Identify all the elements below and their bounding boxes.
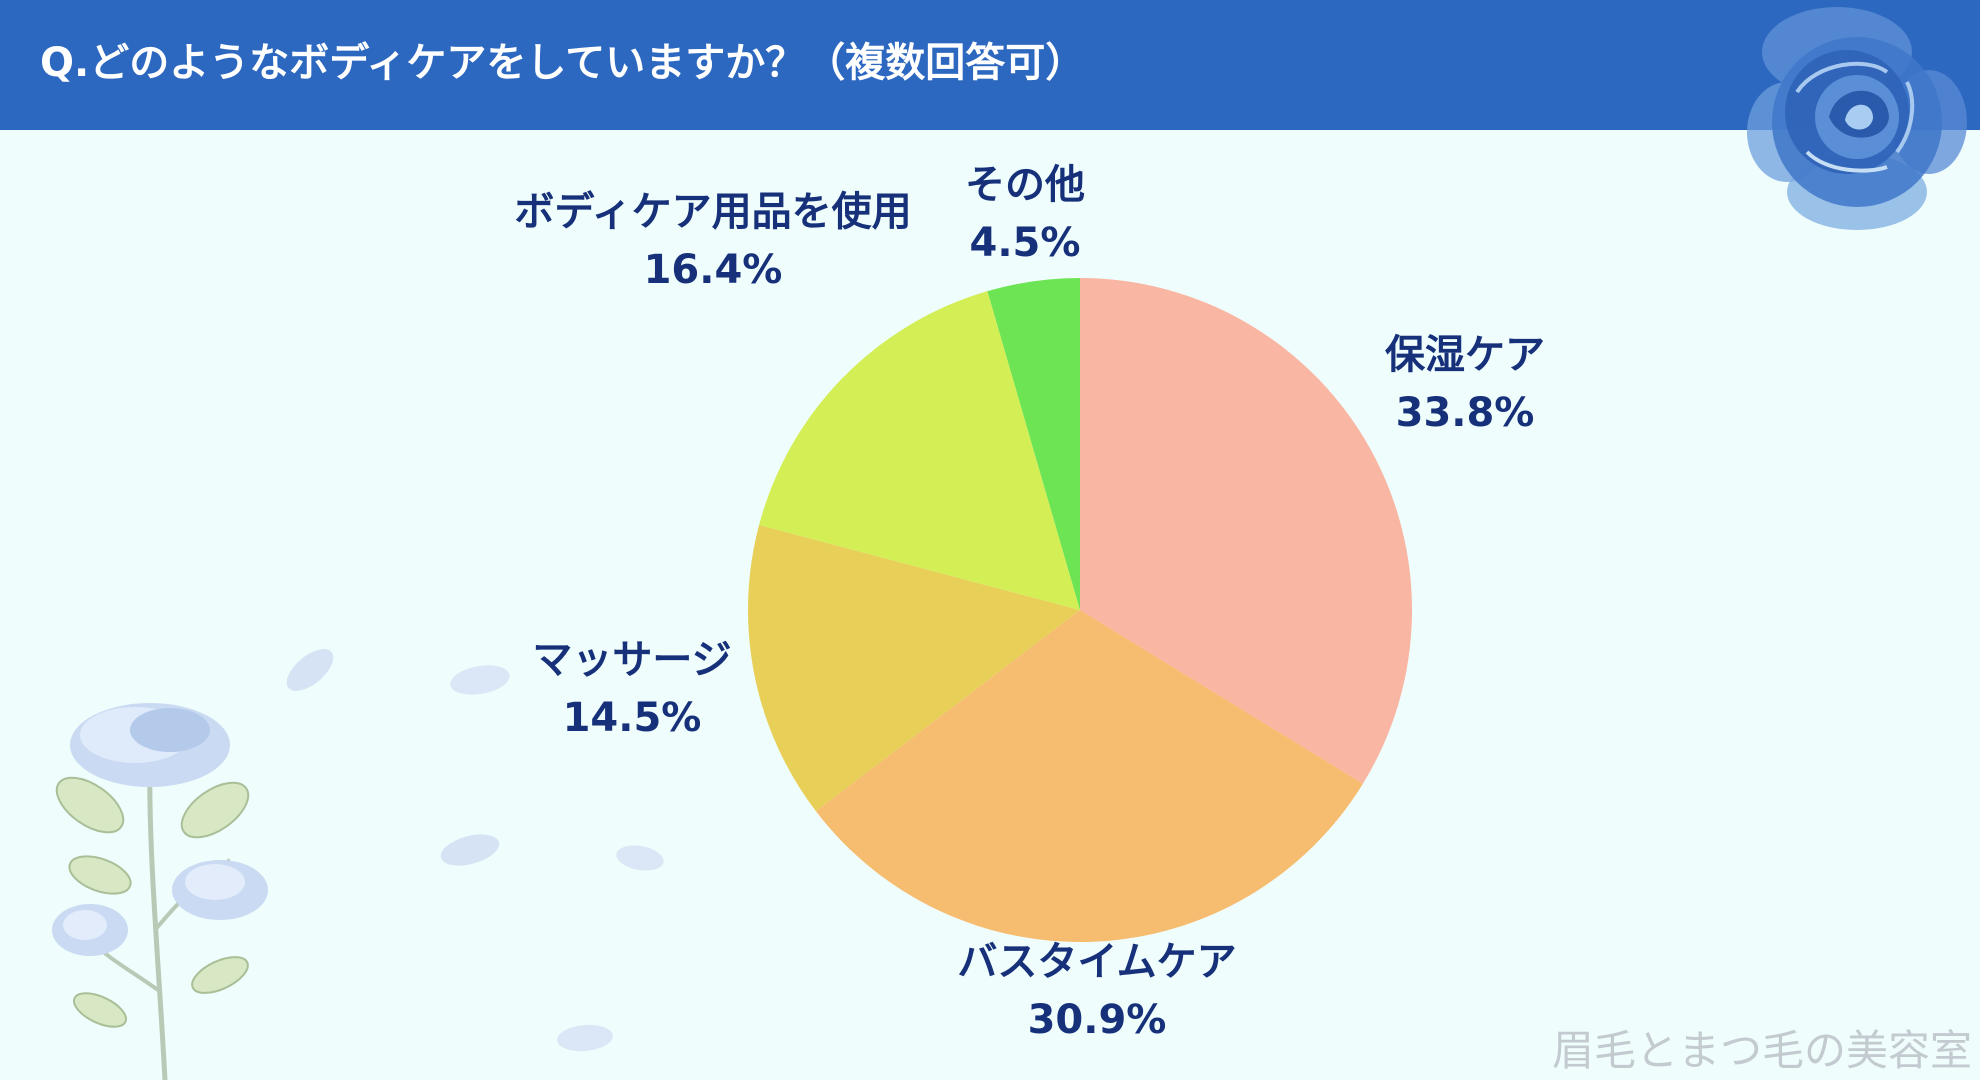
label-text: マッサージ bbox=[532, 637, 732, 683]
label-moisturizing: 保湿ケア 33.8% bbox=[1385, 326, 1545, 442]
label-value: 30.9% bbox=[1027, 997, 1167, 1043]
pie-slice-4 bbox=[987, 278, 1080, 610]
label-bodycare-products: ボディケア用品を使用 16.4% bbox=[514, 183, 911, 299]
label-value: 16.4% bbox=[643, 247, 783, 293]
pie-slice-3 bbox=[759, 291, 1080, 610]
petal-icon bbox=[286, 649, 664, 1052]
label-text: その他 bbox=[965, 162, 1085, 208]
page-title: Q.どのようなボディケアをしていますか？（複数回答可） bbox=[40, 40, 1086, 86]
watermark: 眉毛とまつ毛の美容室 bbox=[1551, 1026, 1972, 1075]
label-value: 14.5% bbox=[562, 695, 702, 741]
label-massage: マッサージ 14.5% bbox=[532, 631, 731, 747]
flower-stem-icon bbox=[52, 703, 268, 1080]
label-text: バスタイムケア bbox=[957, 939, 1237, 985]
label-text: ボディケア用品を使用 bbox=[514, 189, 912, 235]
rose-icon bbox=[1747, 7, 1967, 230]
pie-slice-0 bbox=[1080, 278, 1412, 784]
header-bar: Q.どのようなボディケアをしていますか？（複数回答可） bbox=[0, 0, 1980, 130]
label-value: 4.5% bbox=[969, 220, 1081, 266]
pie-slice-1 bbox=[815, 610, 1363, 942]
pie-slice-2 bbox=[748, 524, 1080, 812]
label-bathtime: バスタイムケア 30.9% bbox=[957, 933, 1236, 1049]
label-text: 保湿ケア bbox=[1385, 332, 1545, 378]
label-other: その他 4.5% bbox=[965, 156, 1085, 272]
label-value: 33.8% bbox=[1395, 390, 1535, 436]
